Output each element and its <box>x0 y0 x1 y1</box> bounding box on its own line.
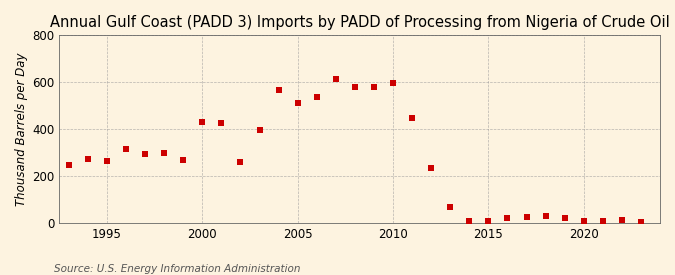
Point <box>273 88 284 93</box>
Point <box>330 76 341 81</box>
Point <box>82 157 93 161</box>
Point <box>540 214 551 218</box>
Point <box>406 116 417 120</box>
Point <box>350 85 360 90</box>
Point <box>560 216 570 220</box>
Point <box>216 121 227 125</box>
Point <box>616 218 627 222</box>
Point <box>483 219 494 223</box>
Point <box>235 160 246 165</box>
Point <box>426 166 437 171</box>
Point <box>636 219 647 224</box>
Point <box>254 128 265 132</box>
Point <box>159 150 169 155</box>
Point <box>445 205 456 209</box>
Point <box>140 152 151 156</box>
Point <box>63 163 74 167</box>
Point <box>121 147 132 151</box>
Point <box>292 101 303 106</box>
Point <box>369 85 379 90</box>
Point <box>197 120 208 124</box>
Text: Source: U.S. Energy Information Administration: Source: U.S. Energy Information Administ… <box>54 264 300 274</box>
Point <box>311 95 322 100</box>
Point <box>464 218 475 223</box>
Point <box>597 219 608 223</box>
Y-axis label: Thousand Barrels per Day: Thousand Barrels per Day <box>15 52 28 206</box>
Point <box>578 218 589 223</box>
Point <box>178 158 188 162</box>
Point <box>387 81 398 85</box>
Title: Annual Gulf Coast (PADD 3) Imports by PADD of Processing from Nigeria of Crude O: Annual Gulf Coast (PADD 3) Imports by PA… <box>50 15 670 30</box>
Point <box>101 159 112 163</box>
Point <box>502 216 513 220</box>
Point <box>521 215 532 219</box>
